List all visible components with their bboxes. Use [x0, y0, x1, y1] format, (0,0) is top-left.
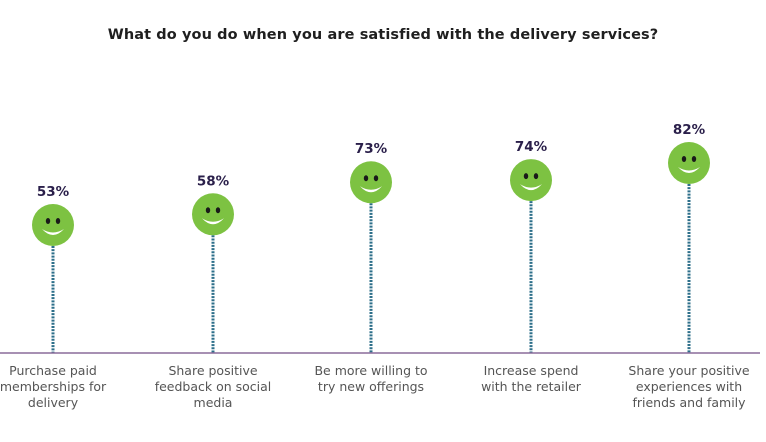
chart-title: What do you do when you are satisfied wi… — [107, 27, 659, 43]
data-label: 74% — [515, 139, 548, 155]
lollipop-marker — [350, 161, 392, 204]
smiley-eye — [205, 207, 211, 214]
category-label-line: memberships for — [0, 379, 107, 394]
smiley-eye — [55, 217, 61, 224]
smiley-face-icon — [668, 141, 710, 184]
category-label-line: try new offerings — [317, 379, 425, 394]
category-label-line: Be more willing to — [314, 363, 428, 378]
smiley-face-icon — [32, 203, 74, 246]
smiley-eye — [363, 175, 369, 182]
lollipop-marker — [192, 193, 234, 236]
smiley-mouth — [520, 184, 542, 191]
data-label: 53% — [37, 184, 70, 200]
category-label: Be more willing to try new offerings — [296, 363, 446, 395]
smiley-mouth — [678, 166, 700, 173]
smiley-face-icon — [510, 159, 552, 202]
smiley-eye — [523, 173, 529, 180]
smiley-eye — [691, 155, 697, 162]
data-label: 58% — [197, 173, 230, 189]
category-label-line: feedback on social — [154, 379, 272, 394]
data-label: 73% — [355, 141, 388, 157]
smiley-mouth — [202, 218, 224, 225]
category-label: Share your positive experiences with frien… — [614, 363, 764, 411]
lollipop-marker — [32, 203, 74, 246]
category-label: Share positive feedback on social media — [138, 363, 288, 411]
smiley-mouth — [42, 228, 64, 235]
category-label-line: experiences with — [635, 379, 743, 394]
category-label-line: media — [193, 395, 233, 410]
category-label-line: Share your positive — [628, 363, 750, 378]
category-label-line: Purchase paid — [9, 363, 97, 378]
category-label-line: delivery — [27, 395, 79, 410]
smiley-eye — [533, 173, 539, 180]
smiley-mouth — [360, 186, 382, 193]
smiley-eye — [215, 207, 221, 214]
smiley-eye — [373, 175, 379, 182]
category-label-line: friends and family — [632, 395, 746, 410]
smiley-eye — [45, 217, 51, 224]
smiley-face-icon — [350, 161, 392, 204]
smiley-face-icon — [192, 193, 234, 236]
category-label: Increase spend with the retailer — [456, 363, 606, 395]
lollipop-marker — [510, 159, 552, 202]
category-label-line: with the retailer — [481, 379, 581, 394]
data-label: 82% — [673, 122, 706, 138]
category-label-line: Share positive — [168, 363, 258, 378]
category-label: Purchase paid memberships for delivery — [0, 363, 128, 411]
lollipop-marker — [668, 141, 710, 184]
category-label-line: Increase spend — [483, 363, 579, 378]
smiley-eye — [681, 155, 687, 162]
